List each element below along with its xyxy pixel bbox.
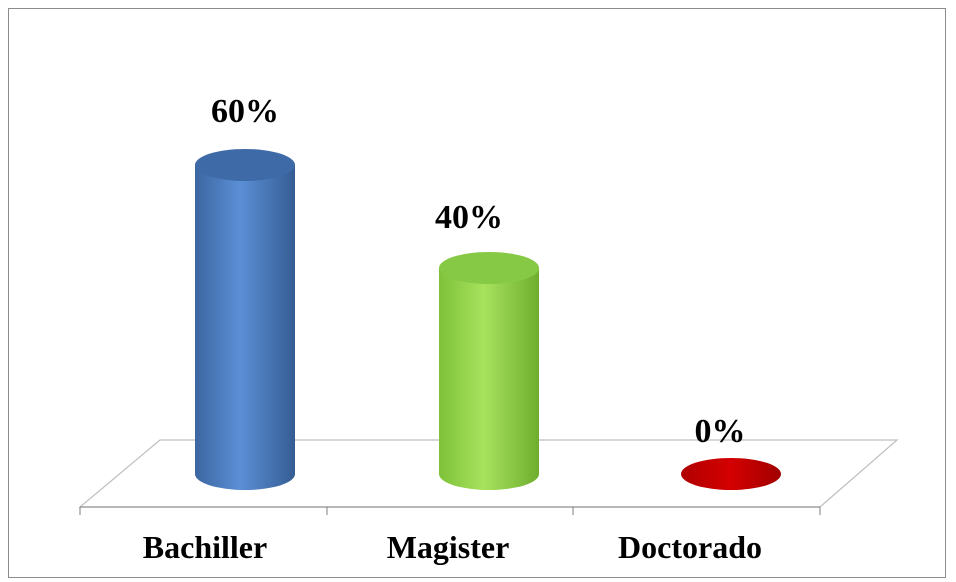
bar-doctorado — [681, 458, 781, 490]
bar-bachiller — [195, 149, 295, 490]
bar-top-bachiller — [195, 149, 295, 181]
category-label-bachiller: Bachiller — [143, 529, 267, 565]
bar-top-doctorado — [681, 458, 781, 490]
bar-top-magister — [439, 252, 539, 284]
value-label-doctorado: 0% — [695, 413, 746, 450]
value-label-magister: 40% — [435, 199, 503, 236]
category-label-magister: Magister — [387, 529, 510, 565]
bar-magister — [439, 252, 539, 490]
value-label-bachiller: 60% — [211, 93, 279, 130]
category-label-doctorado: Doctorado — [618, 529, 762, 565]
bar-body-bachiller — [195, 165, 295, 490]
bar-body-magister — [439, 268, 539, 490]
x-axis — [79, 506, 821, 515]
bars — [195, 149, 781, 490]
